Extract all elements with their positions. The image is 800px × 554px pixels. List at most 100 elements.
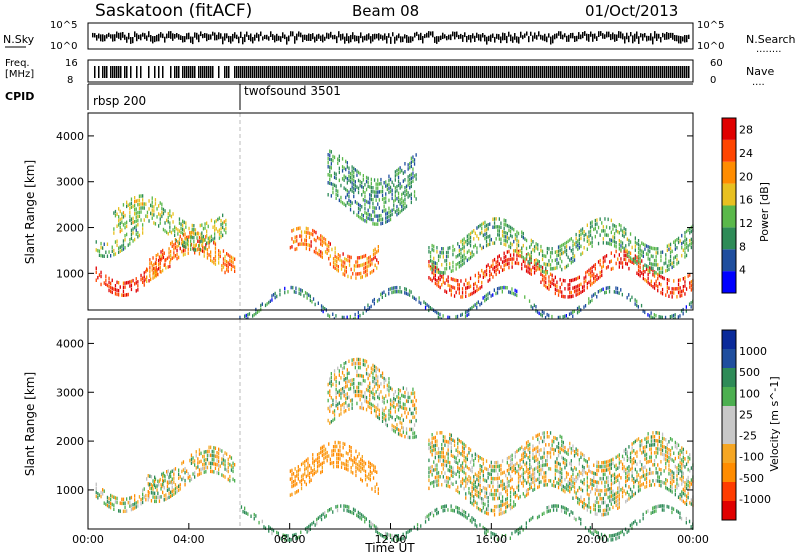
power-cell [162, 248, 164, 253]
power-cell [300, 242, 303, 246]
velocity-cell [377, 491, 379, 495]
power-cell [214, 246, 217, 250]
power-cell [469, 239, 472, 244]
power-cell [180, 230, 182, 234]
velocity-cell [461, 449, 464, 453]
freq-sample [376, 66, 378, 78]
freq-sample [232, 66, 234, 78]
velocity-cell [208, 461, 210, 466]
power-cell [180, 226, 182, 230]
power-cell [505, 243, 507, 247]
velocity-cell [527, 456, 529, 460]
velocity-cell [415, 434, 417, 439]
velocity-cell [436, 431, 438, 435]
power-cell [356, 173, 358, 177]
power-cell [637, 255, 640, 259]
velocity-cell [208, 449, 210, 454]
power-cell [591, 269, 593, 274]
noise-sample [642, 33, 644, 41]
velocity-cell [441, 447, 443, 451]
power-cell [577, 284, 579, 288]
velocity-cell [348, 407, 350, 411]
power-cell [129, 202, 131, 206]
velocity-cell [205, 466, 207, 470]
velocity-cell [573, 454, 576, 458]
freq-sample [590, 66, 592, 78]
power-cell [404, 291, 406, 295]
power-cell [134, 196, 136, 200]
power-cell [156, 272, 158, 276]
power-cell [618, 231, 620, 235]
power-cell [561, 251, 563, 256]
velocity-cell [363, 468, 365, 472]
freq-sample [478, 66, 480, 78]
power-cell [142, 223, 144, 227]
noise-sample [460, 33, 462, 39]
velocity-cell [525, 489, 528, 493]
velocity-cell [532, 476, 534, 480]
freq-sample [286, 66, 288, 78]
velocity-cell [522, 460, 524, 464]
power-cell [324, 238, 327, 242]
velocity-cell [521, 453, 523, 457]
power-cell [223, 220, 225, 224]
nave-label: Nave [746, 65, 774, 78]
power-cell [545, 280, 547, 285]
velocity-cell [294, 483, 296, 487]
velocity-cell [320, 462, 322, 467]
power-cell [328, 314, 331, 318]
noise-sample [626, 32, 628, 40]
power-cell [501, 260, 504, 264]
power-cell [296, 227, 298, 231]
power-cell [546, 250, 548, 255]
power-cell [357, 315, 359, 319]
power-cell [605, 225, 608, 229]
velocity-cell [538, 440, 540, 445]
velocity-cell [345, 459, 347, 463]
power-cell [367, 180, 369, 185]
power-cell [521, 234, 523, 238]
velocity-cell [586, 480, 588, 484]
noise-sample [300, 32, 302, 38]
power-cell [487, 296, 489, 300]
power-cell [138, 202, 141, 206]
power-cell [489, 269, 491, 274]
power-cell [162, 211, 165, 216]
velocity-cell [530, 465, 532, 469]
power-cell [682, 248, 684, 252]
velocity-cell [537, 469, 539, 474]
velocity-cell [361, 459, 363, 463]
power-cell [370, 181, 372, 186]
power-cell [255, 311, 257, 316]
power-cell [210, 218, 213, 223]
power-cell [629, 240, 632, 244]
power-cell [158, 212, 160, 216]
power-cell [314, 302, 316, 307]
velocity-cell [394, 406, 396, 410]
velocity-cell [543, 471, 545, 475]
velocity-cell [348, 359, 350, 363]
velocity-cell [381, 399, 384, 403]
velocity-cell [498, 508, 500, 512]
power-cell [214, 236, 216, 240]
velocity-cell [391, 423, 393, 428]
velocity-cell [124, 509, 126, 513]
noise-sample [148, 31, 150, 38]
velocity-cell [522, 484, 524, 488]
power-cell [151, 196, 153, 200]
power-cell [655, 259, 657, 263]
velocity-cell [171, 477, 173, 481]
power-cell [498, 229, 500, 233]
velocity-cell [442, 459, 444, 463]
velocity-cell [377, 379, 379, 383]
velocity-cell [377, 407, 379, 411]
velocity-cell [583, 454, 585, 458]
power-cell [460, 251, 462, 256]
power-cell [339, 254, 341, 258]
velocity-cell [476, 485, 478, 490]
power-cell [548, 283, 550, 287]
velocity-cell [205, 470, 207, 474]
power-cell [442, 276, 444, 280]
power-cell [618, 265, 620, 269]
velocity-cell [340, 404, 342, 408]
